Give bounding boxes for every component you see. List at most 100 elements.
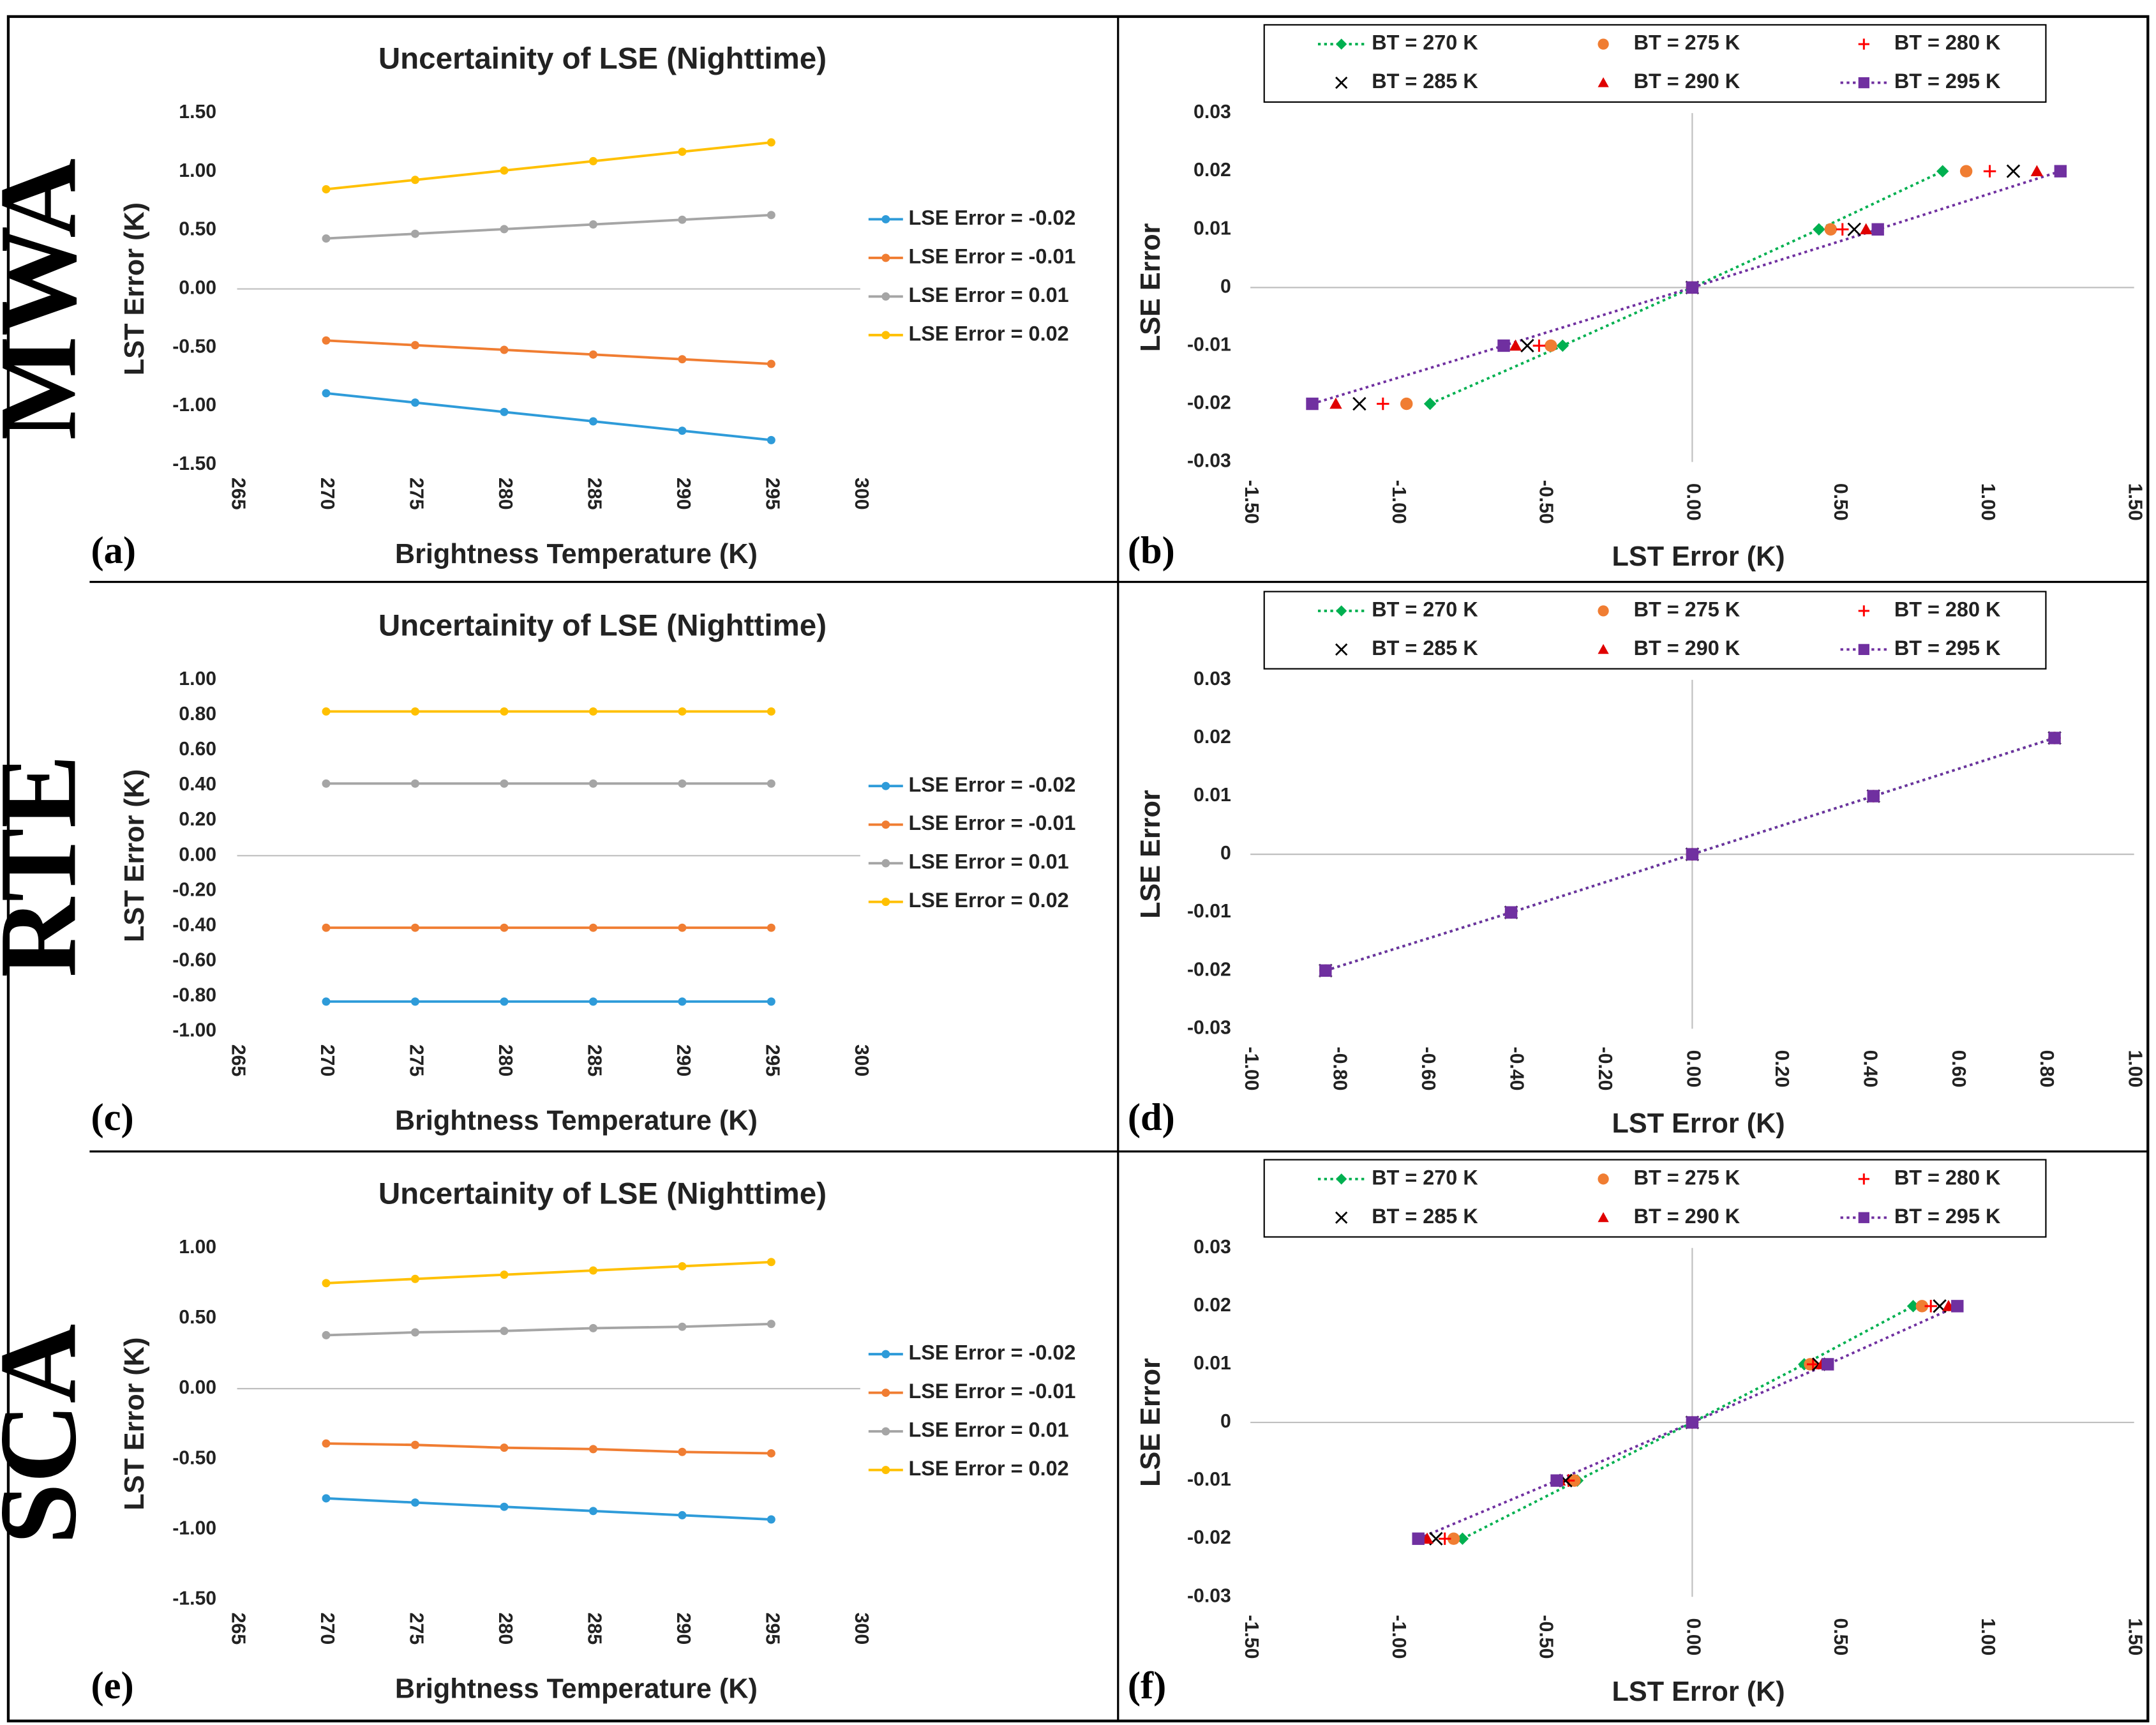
marker bbox=[1924, 1300, 1937, 1313]
data-point bbox=[500, 997, 509, 1006]
data-point bbox=[767, 1320, 775, 1329]
data-line bbox=[326, 1260, 772, 1284]
x-tick-label: 285 bbox=[583, 1044, 604, 1076]
data-point bbox=[500, 923, 509, 932]
x-tick-label: 270 bbox=[317, 478, 338, 509]
x-tick-label: 290 bbox=[673, 1613, 694, 1645]
y-tick-label: -0.01 bbox=[1187, 901, 1231, 922]
marker bbox=[1412, 1532, 1425, 1545]
marker bbox=[1686, 1416, 1699, 1429]
x-tick-label: 0.00 bbox=[1682, 483, 1703, 521]
x-tick-label: 1.00 bbox=[1977, 1618, 1998, 1655]
x-tick-label: 300 bbox=[851, 478, 872, 509]
marker bbox=[1871, 223, 1884, 236]
y-tick-label: -0.60 bbox=[172, 950, 216, 971]
marker bbox=[1847, 222, 1861, 236]
data-point bbox=[588, 220, 597, 229]
legend-swatch bbox=[1335, 643, 1348, 656]
legend-swatch bbox=[1858, 605, 1869, 617]
data-point bbox=[322, 336, 331, 345]
x-tick-label: 295 bbox=[761, 478, 782, 509]
legend-swatch bbox=[1336, 605, 1347, 617]
panel-label: (a) bbox=[91, 529, 137, 572]
legend-swatch bbox=[1598, 1173, 1609, 1185]
x-tick-label: -0.50 bbox=[1536, 480, 1557, 524]
marker bbox=[1836, 223, 1849, 236]
marker bbox=[2048, 732, 2061, 744]
x-tick-label: -0.60 bbox=[1418, 1047, 1439, 1091]
data-line bbox=[326, 1497, 772, 1521]
legend-label: BT = 290 K bbox=[1634, 70, 1741, 93]
data-point bbox=[500, 166, 509, 175]
y-axis-title: LST Error (K) bbox=[119, 769, 150, 942]
y-tick-label: 0.00 bbox=[179, 1377, 216, 1398]
row-label: MWA bbox=[0, 158, 99, 441]
marker bbox=[1447, 1532, 1460, 1545]
marker bbox=[1520, 338, 1534, 353]
panel-label: (f) bbox=[1128, 1664, 1166, 1707]
marker bbox=[1556, 339, 1569, 352]
marker bbox=[1329, 397, 1342, 409]
legend-label: LSE Error = 0.02 bbox=[908, 1457, 1068, 1480]
y-tick-label: 0.02 bbox=[1194, 1295, 1231, 1316]
data-point bbox=[588, 923, 597, 932]
x-tick-label: 265 bbox=[228, 1044, 249, 1076]
y-tick-label: -0.20 bbox=[172, 879, 216, 900]
x-axis-title: Brightness Temperature (K) bbox=[395, 539, 758, 569]
marker bbox=[1867, 790, 1880, 802]
data-point bbox=[410, 1498, 419, 1507]
x-tick-label: 300 bbox=[851, 1613, 872, 1645]
data-point bbox=[767, 707, 775, 716]
x-axis-title: LST Error (K) bbox=[1612, 1108, 1785, 1139]
legend-swatch bbox=[1598, 644, 1609, 654]
y-tick-label: 1.00 bbox=[179, 668, 216, 689]
data-point bbox=[588, 1266, 597, 1275]
x-tick-label: 1.50 bbox=[2125, 483, 2146, 521]
y-tick-label: -1.50 bbox=[172, 453, 216, 474]
x-tick-label: 295 bbox=[761, 1044, 782, 1076]
data-point bbox=[322, 997, 331, 1006]
x-tick-label: 275 bbox=[405, 1044, 426, 1076]
legend-box bbox=[1263, 1159, 2047, 1238]
legend-label: BT = 285 K bbox=[1372, 70, 1478, 93]
data-point bbox=[678, 779, 687, 788]
legend-swatch bbox=[1336, 38, 1347, 50]
legend-swatch bbox=[1335, 76, 1348, 89]
data-point bbox=[588, 779, 597, 788]
marker bbox=[2006, 164, 2021, 178]
row-label: RTE bbox=[0, 755, 99, 977]
x-tick-label: 1.00 bbox=[2125, 1050, 2146, 1088]
legend-box bbox=[1263, 24, 2047, 103]
legend-swatch bbox=[1598, 605, 1609, 617]
x-tick-label: 265 bbox=[228, 1613, 249, 1645]
y-tick-label: 0.02 bbox=[1194, 160, 1231, 181]
data-point bbox=[588, 156, 597, 165]
data-point bbox=[322, 923, 331, 932]
y-tick-label: -1.00 bbox=[172, 1518, 216, 1539]
x-tick-label: 0.80 bbox=[2036, 1050, 2057, 1088]
marker bbox=[1400, 397, 1413, 411]
x-tick-label: 0.20 bbox=[1771, 1050, 1792, 1088]
y-tick-label: 0 bbox=[1220, 1411, 1231, 1432]
legend-swatch bbox=[1858, 1212, 1869, 1223]
x-tick-label: 285 bbox=[583, 1613, 604, 1645]
legend-label: LSE Error = -0.02 bbox=[908, 1341, 1075, 1364]
y-tick-label: -1.00 bbox=[172, 395, 216, 416]
marker bbox=[1497, 339, 1510, 352]
data-point bbox=[588, 997, 597, 1006]
x-tick-label: -0.20 bbox=[1594, 1047, 1615, 1091]
legend-label: LSE Error = 0.02 bbox=[908, 889, 1068, 912]
x-tick-label: -1.00 bbox=[1388, 480, 1409, 524]
legend-label: LSE Error = -0.02 bbox=[908, 773, 1075, 796]
y-tick-label: 0.03 bbox=[1194, 1237, 1231, 1258]
data-point bbox=[410, 707, 419, 716]
x-tick-label: -1.50 bbox=[1241, 480, 1262, 524]
legend-swatch bbox=[881, 1427, 890, 1436]
data-point bbox=[678, 1447, 687, 1456]
legend-swatch bbox=[881, 253, 890, 262]
y-tick-label: -0.50 bbox=[172, 1447, 216, 1468]
data-point bbox=[678, 1322, 687, 1331]
y-tick-label: -0.50 bbox=[172, 336, 216, 357]
data-point bbox=[767, 435, 775, 444]
